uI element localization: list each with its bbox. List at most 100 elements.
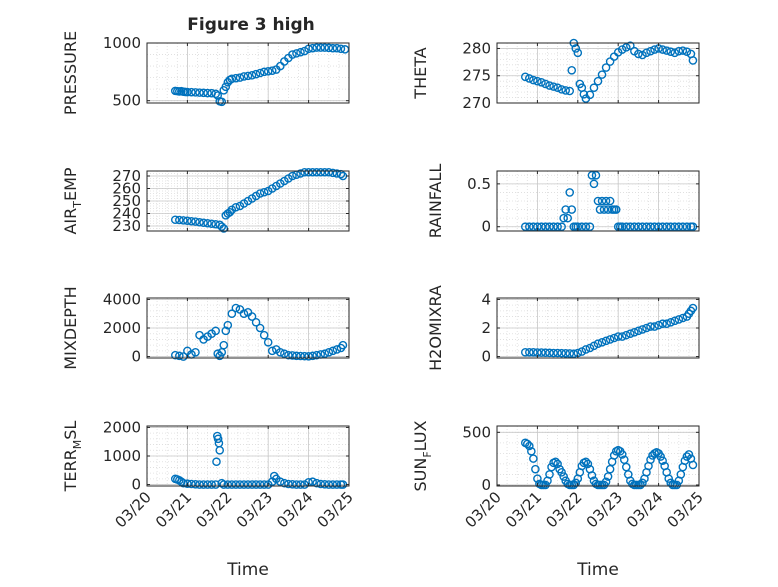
data-point xyxy=(583,459,593,469)
data-point xyxy=(276,347,285,357)
data-point xyxy=(684,450,694,459)
data-point xyxy=(207,219,216,229)
data-point xyxy=(672,480,682,490)
data-point xyxy=(195,480,204,489)
data-point xyxy=(603,205,613,214)
y-axis-label: THETA xyxy=(411,47,430,99)
data-point xyxy=(634,222,643,232)
x-tick-label: 03/20 xyxy=(462,488,505,531)
data-point xyxy=(533,474,542,483)
data-point xyxy=(541,348,550,358)
data-point xyxy=(658,456,667,466)
data-point xyxy=(662,319,671,329)
y-tick-label: 275 xyxy=(462,67,491,85)
data-point xyxy=(664,474,674,483)
data-point xyxy=(195,88,204,97)
data-point xyxy=(523,439,532,449)
data-point xyxy=(217,222,227,231)
y-tick-label: 0.5 xyxy=(467,175,491,193)
data-point xyxy=(605,196,615,206)
data-point xyxy=(545,81,554,90)
data-point xyxy=(541,222,550,232)
data-point xyxy=(292,351,301,361)
data-point xyxy=(549,348,558,358)
data-point xyxy=(674,315,684,324)
data-point xyxy=(263,337,273,347)
data-point xyxy=(328,43,338,53)
data-point xyxy=(642,323,651,333)
data-point xyxy=(529,454,538,463)
x-tick-label: 03/22 xyxy=(192,488,235,531)
data-point xyxy=(541,79,550,89)
data-point xyxy=(308,43,317,53)
data-point xyxy=(537,348,546,357)
data-point xyxy=(531,464,540,474)
data-point xyxy=(553,459,562,469)
data-point xyxy=(170,215,180,225)
data-point xyxy=(292,49,301,58)
data-point xyxy=(288,479,297,489)
data-point xyxy=(280,478,289,488)
y-tick-label: 2000 xyxy=(103,418,141,436)
data-point xyxy=(284,479,293,489)
data-point xyxy=(316,479,326,489)
data-point xyxy=(533,76,542,86)
data-point xyxy=(223,480,233,489)
x-tick-label: 03/20 xyxy=(112,488,155,531)
data-point xyxy=(658,45,667,54)
data-point xyxy=(674,222,684,232)
y-axis-label: AIRTEMP xyxy=(61,167,84,234)
data-point xyxy=(308,477,317,487)
data-point xyxy=(662,222,671,232)
data-point xyxy=(670,48,680,58)
y-tick-label: 270 xyxy=(462,94,491,112)
subplot-theta: 270 275 280 THETA xyxy=(411,38,700,112)
data-point xyxy=(561,205,570,214)
data-point xyxy=(587,471,597,480)
data-point xyxy=(525,441,534,451)
data-point xyxy=(593,76,603,86)
data-point xyxy=(170,350,180,360)
subplot-rainfall: 0 0.5 RAINFALL xyxy=(426,164,700,238)
data-point xyxy=(549,82,558,91)
data-point xyxy=(553,83,562,93)
data-point xyxy=(613,332,623,341)
x-tick-label: 03/21 xyxy=(502,488,545,531)
data-point xyxy=(520,347,530,357)
data-point xyxy=(211,326,220,336)
data-point xyxy=(221,82,231,92)
data-point xyxy=(646,322,655,331)
data-point xyxy=(638,222,647,232)
data-point xyxy=(520,222,530,232)
data-point xyxy=(251,480,261,489)
data-point xyxy=(328,480,338,489)
data-point xyxy=(225,207,235,217)
x-tick-label: 03/25 xyxy=(664,488,707,531)
data-point xyxy=(662,46,671,55)
data-point xyxy=(642,48,651,58)
data-point xyxy=(650,322,659,331)
data-point xyxy=(175,215,184,225)
data-point xyxy=(292,480,301,489)
data-point xyxy=(589,179,599,189)
data-point xyxy=(599,205,609,214)
data-point xyxy=(231,202,241,212)
data-point xyxy=(581,345,591,354)
data-point xyxy=(219,340,229,350)
data-point xyxy=(565,86,575,96)
data-point xyxy=(658,222,667,232)
data-point xyxy=(227,74,237,84)
data-point xyxy=(565,188,575,197)
data-point xyxy=(251,317,261,327)
data-point xyxy=(203,88,212,98)
data-point xyxy=(579,89,589,99)
data-point xyxy=(231,480,241,489)
data-point xyxy=(221,326,231,336)
data-point xyxy=(338,340,348,350)
data-point xyxy=(537,77,546,87)
axes-box xyxy=(496,170,700,232)
data-point xyxy=(525,222,534,232)
data-point xyxy=(581,222,591,232)
data-point xyxy=(688,460,698,470)
